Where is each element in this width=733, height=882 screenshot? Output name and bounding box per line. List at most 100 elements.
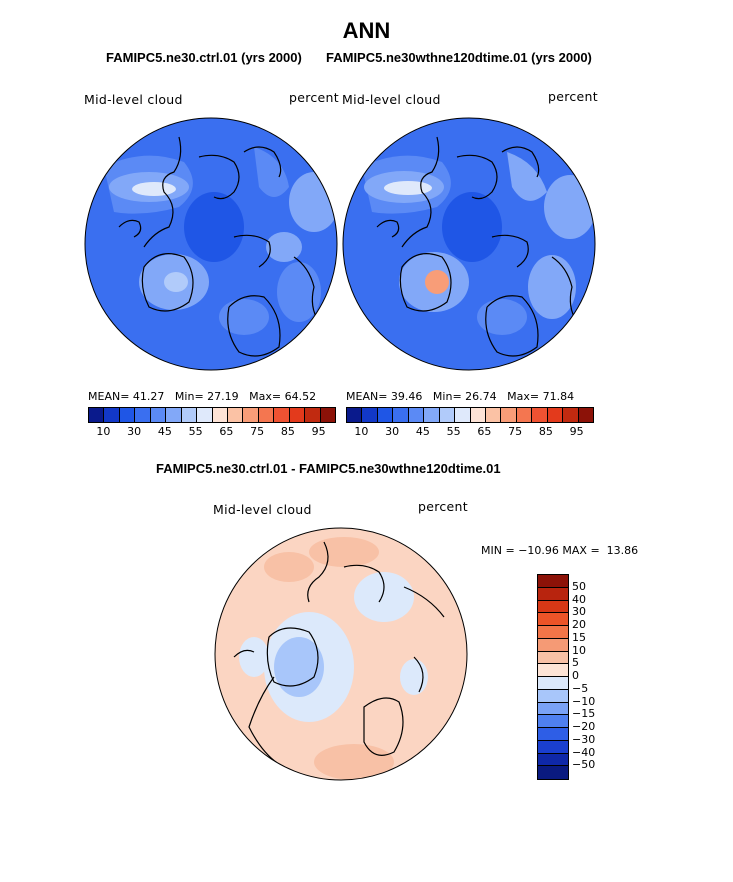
panel1-coastlines: [118, 136, 320, 357]
panel1-min-value: 27.19: [207, 390, 239, 403]
diff-region-neg5: [239, 637, 269, 677]
colorbar-swatch: [538, 613, 568, 626]
colorbar-tick-label: −50: [572, 758, 596, 772]
diff-region-neg4: [400, 659, 428, 695]
panel1-map-border: [84, 117, 338, 371]
panel2-field-label: Mid-level cloud: [342, 92, 441, 107]
colorbar-swatch: [424, 408, 440, 422]
panel2-map-border: [342, 117, 596, 371]
panel2-region-e: [544, 175, 595, 239]
colorbar-swatch: [258, 408, 275, 422]
colorbar-swatch: [538, 728, 568, 741]
colorbar-tick-label: 10: [354, 425, 369, 438]
colorbar-swatch: [516, 408, 533, 422]
panel2-colorbar: [346, 407, 594, 423]
colorbar-swatch: [578, 408, 593, 422]
colorbar-swatch: [212, 408, 228, 422]
colorbar-swatch: [470, 408, 486, 422]
colorbar-swatch: [538, 638, 568, 652]
colorbar-tick-label: 20: [572, 618, 586, 631]
panel2-max-label: Max=: [507, 390, 540, 403]
panel1-max-label: Max=: [249, 390, 282, 403]
colorbar-swatch: [243, 408, 259, 422]
colorbar-swatch: [347, 408, 363, 422]
panel1-title: FAMIPC5.ne30.ctrl.01 (yrs 2000): [106, 50, 302, 65]
colorbar-swatch: [532, 408, 548, 422]
diff-region-pos3: [314, 744, 394, 780]
colorbar-swatch: [538, 677, 568, 690]
diff-min-value: −10.96: [518, 544, 559, 557]
colorbar-swatch: [485, 408, 502, 422]
colorbar-swatch: [377, 408, 394, 422]
panel2-max-value: 71.84: [542, 390, 575, 403]
diff-field-label: Mid-level cloud: [213, 502, 312, 517]
colorbar-swatch: [455, 408, 471, 422]
diff-max-label: MAX =: [562, 544, 600, 557]
diff-region-pos2: [264, 552, 314, 582]
diff-min-label: MIN =: [481, 544, 515, 557]
diff-coastlines: [233, 541, 445, 768]
diff-title: FAMIPC5.ne30.ctrl.01 - FAMIPC5.ne30wthne…: [156, 461, 501, 476]
colorbar-swatch: [227, 408, 244, 422]
diff-region-pos: [309, 537, 379, 567]
colorbar-tick-label: 10: [96, 425, 111, 438]
colorbar-swatch: [439, 408, 456, 422]
colorbar-tick-label: 85: [538, 425, 553, 438]
colorbar-swatch: [538, 664, 568, 677]
colorbar-tick-label: −15: [572, 707, 596, 721]
colorbar-tick-label: −10: [572, 694, 596, 708]
diff-region-neg3: [354, 572, 414, 622]
colorbar-swatch: [274, 408, 290, 422]
panel2-polar-map: [342, 117, 596, 371]
panel1-region-mid: [266, 232, 302, 262]
diff-colorbar: [537, 574, 569, 780]
panel1-colorbar: [88, 407, 336, 423]
diff-max-value: 13.86: [606, 544, 639, 557]
colorbar-swatch: [305, 408, 321, 422]
colorbar-tick-label: 85: [280, 425, 295, 438]
colorbar-tick-label: 50: [572, 579, 586, 593]
colorbar-swatch: [89, 408, 105, 422]
colorbar-swatch: [104, 408, 120, 422]
panel2-region-se: [528, 255, 576, 319]
colorbar-tick-label: 40: [572, 592, 586, 606]
panel1-region-ne: [254, 147, 289, 197]
colorbar-swatch: [547, 408, 564, 422]
panel1-mean-value: 41.27: [132, 390, 165, 403]
colorbar-tick-label: −30: [572, 732, 596, 746]
page-title: ANN: [342, 18, 391, 43]
panel2-min-value: 26.74: [465, 390, 497, 403]
colorbar-swatch: [538, 715, 568, 728]
colorbar-swatch: [538, 740, 568, 754]
diff-map-border: [214, 527, 468, 781]
panel1-field-label: Mid-level cloud: [84, 92, 183, 107]
colorbar-swatch: [166, 408, 182, 422]
colorbar-swatch: [538, 600, 568, 614]
colorbar-swatch: [408, 408, 425, 422]
panel2-mean-label: MEAN=: [346, 390, 388, 403]
panel2-region-low: [442, 192, 502, 262]
panel2-region-ne: [507, 152, 547, 201]
panel2-region-greenland-peak: [425, 270, 449, 294]
colorbar-tick-label: −5: [572, 681, 589, 695]
panel1-units-label: percent: [289, 90, 339, 105]
colorbar-swatch: [538, 689, 568, 703]
diff-region-neg2: [274, 637, 324, 697]
colorbar-swatch: [150, 408, 167, 422]
colorbar-tick-label: 15: [572, 630, 586, 644]
colorbar-tick-label: 95: [569, 425, 584, 438]
colorbar-tick-label: 45: [415, 425, 430, 438]
colorbar-tick-label: 45: [157, 425, 172, 438]
colorbar-tick-label: −40: [572, 745, 596, 759]
colorbar-tick-label: 55: [188, 425, 203, 438]
panel1-region-e: [289, 172, 337, 232]
colorbar-tick-label: 10: [572, 643, 586, 657]
colorbar-swatch: [563, 408, 579, 422]
colorbar-swatch: [119, 408, 136, 422]
panel1-region-low: [184, 192, 244, 262]
colorbar-tick-label: 65: [477, 425, 492, 438]
colorbar-swatch: [289, 408, 306, 422]
panel2-coastlines: [376, 136, 578, 357]
colorbar-swatch: [538, 753, 568, 767]
colorbar-tick-label: −20: [572, 720, 596, 733]
